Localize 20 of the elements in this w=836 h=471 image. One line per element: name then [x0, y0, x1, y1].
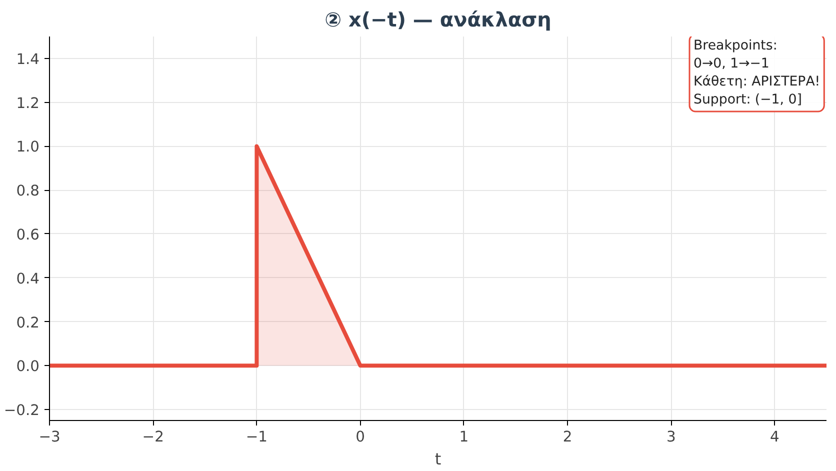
y-tick-label: 0.4: [16, 270, 40, 288]
x-tick-label: −3: [38, 428, 60, 446]
x-tick-label: −2: [142, 428, 164, 446]
y-tick-label: 0.6: [16, 226, 40, 244]
x-tick-label: 0: [356, 428, 365, 446]
x-tick-label: 1: [459, 428, 469, 446]
y-tick-label: −0.2: [4, 402, 40, 420]
x-tick-label: 4: [770, 428, 780, 446]
x-tick-label: 3: [666, 428, 676, 446]
x-tick-label: −1: [246, 428, 268, 446]
y-tick-label: 1.4: [16, 50, 40, 68]
x-axis-title: t: [434, 450, 442, 468]
annotation: Breakpoints: 0→0, 1→−1 Κάθετη: ΑΡΙΣΤΕΡΑ! Support: (−1, 0]: [694, 38, 820, 108]
chart-title: ② x(−t) — ανάκλαση: [324, 8, 552, 32]
y-tick-label: 1.2: [16, 94, 40, 112]
y-tick-label: 0.0: [16, 358, 40, 376]
y-tick-label: 0.8: [16, 182, 40, 200]
x-tick-label: 2: [562, 428, 572, 446]
y-tick-label: 0.2: [16, 314, 40, 332]
y-tick-label: 1.0: [16, 138, 40, 156]
